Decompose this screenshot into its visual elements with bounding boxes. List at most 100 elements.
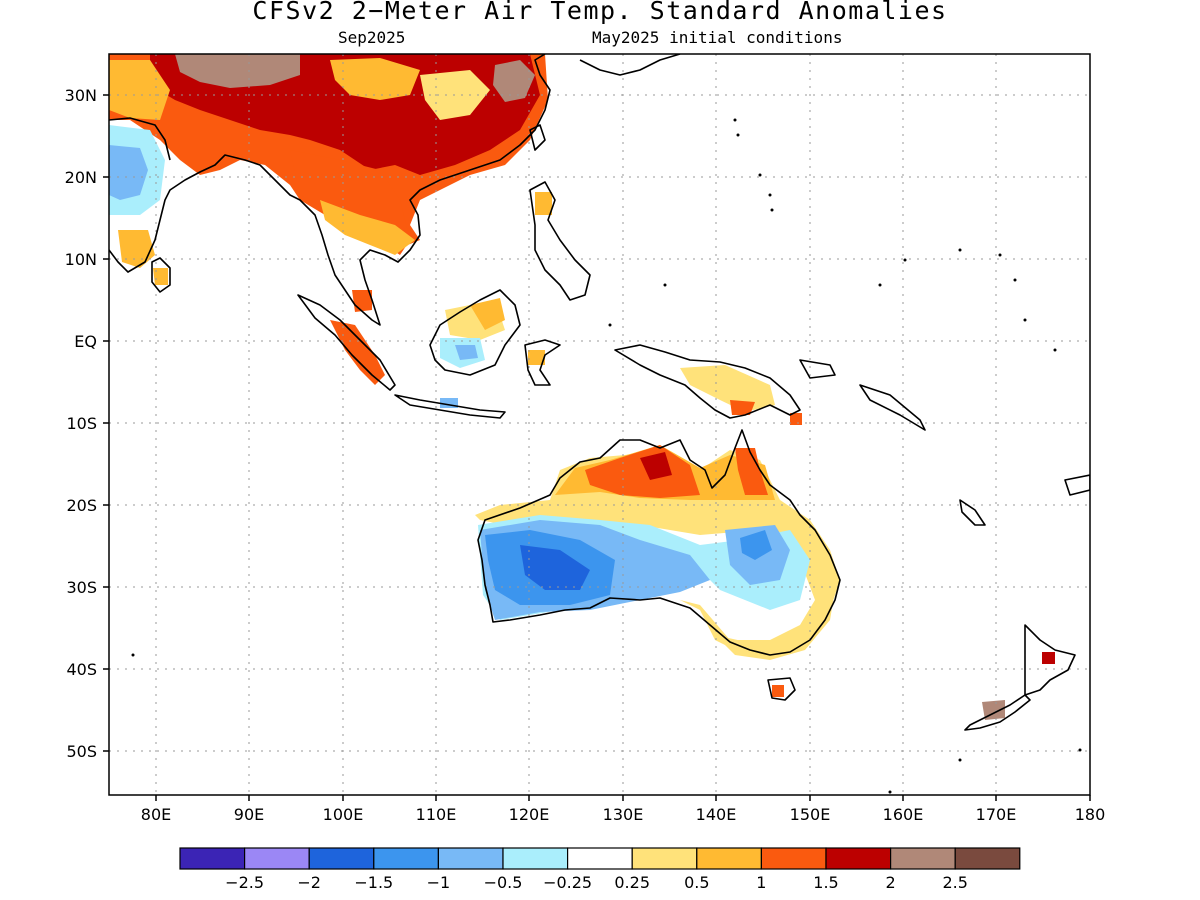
lon-label: 80E (141, 805, 171, 824)
anomaly-india-cool-strong (109, 145, 148, 200)
lon-label: 110E (416, 805, 457, 824)
graticule (109, 54, 1090, 795)
colorbar-swatch (502, 847, 569, 870)
anomaly-australia-north-darkred (640, 452, 672, 480)
colorbar-label: −2 (297, 873, 321, 892)
coast-japan-korea (579, 54, 681, 76)
anomaly-png-east-warm (790, 413, 802, 425)
coast-fiji (1064, 474, 1090, 496)
colorbar-swatch (696, 847, 762, 870)
anomaly-sri-lanka-warm (153, 268, 168, 285)
coast-australia (477, 429, 841, 656)
colorbar-label: 2.5 (942, 873, 967, 892)
lon-label: 120E (509, 805, 550, 824)
anomaly-field (109, 54, 1055, 720)
lat-label: EQ (74, 332, 97, 351)
coast-vanuatu (959, 499, 986, 526)
coast-solomons (859, 384, 926, 431)
lon-label: 170E (976, 805, 1017, 824)
coast-bismarck (799, 359, 836, 379)
anomaly-nz-north-warm (1042, 652, 1055, 664)
anomaly-new-guinea-yellow (680, 365, 775, 412)
coast-nz-south (964, 694, 1031, 731)
colorbar-swatch (760, 847, 827, 870)
colorbar-swatch (631, 847, 698, 870)
anomaly-east-china-brown (493, 60, 535, 102)
initial-conditions: May2025 initial conditions (592, 28, 843, 47)
lon-label: 100E (323, 805, 364, 824)
coast-india (109, 117, 171, 161)
colorbar-label: −1.5 (354, 873, 393, 892)
coast-asia-mainland (109, 54, 551, 326)
anomaly-south-india-warm (118, 230, 155, 268)
coast-taiwan (529, 124, 546, 151)
lat-label: 10S (66, 414, 97, 433)
colorbar-label: −2.5 (225, 873, 264, 892)
lon-label: 160E (883, 805, 924, 824)
colorbar-swatch (825, 847, 892, 870)
lat-label: 30S (66, 578, 97, 597)
anomaly-borneo-cool-strong (455, 345, 478, 360)
coast-tasmania (767, 677, 796, 701)
anomaly-china-light-orange (330, 58, 420, 100)
colorbar: −2.5 −2 −1.5 −1 −0.5 −0.25 0.25 0.5 1 1.5 2 2.5 (179, 847, 1021, 892)
colorbar-label: 0.5 (684, 873, 709, 892)
anomaly-sumatra-warm (330, 320, 385, 385)
lon-label: 130E (603, 805, 644, 824)
lon-label: 140E (696, 805, 737, 824)
anomaly-tibet-yellow (420, 70, 490, 120)
lat-label: 20S (66, 496, 97, 515)
coast-philippines (529, 181, 591, 301)
colorbar-label: 1.5 (813, 873, 838, 892)
lon-label: 90E (234, 805, 264, 824)
coast-nz-north (1024, 624, 1076, 696)
colorbar-swatch (437, 847, 504, 870)
colorbar-label: −0.25 (543, 873, 592, 892)
anomaly-australia-north-red (585, 445, 700, 498)
lon-label: 180 (1075, 805, 1106, 824)
latitude-axis: 30N 20N 10N EQ 10S 20S 30S 40S 50S (65, 86, 109, 761)
anomaly-nz-south-brown (982, 700, 1005, 720)
colorbar-swatch (244, 847, 310, 870)
anomaly-cape-york-orange (735, 448, 768, 495)
anomaly-australia-cool-strongest (520, 545, 590, 590)
colorbar-swatch (954, 847, 1021, 870)
colorbar-swatch (308, 847, 375, 870)
forecast-month: Sep2025 (338, 28, 406, 47)
coast-new-guinea (614, 344, 801, 419)
colorbar-label: −1 (427, 873, 451, 892)
colorbar-label: 0.25 (614, 873, 650, 892)
anomaly-indochina-yellow (320, 200, 415, 255)
anomaly-sulawesi-warm (528, 350, 545, 365)
anomaly-tibet-brown (175, 54, 300, 88)
coast-borneo (429, 289, 521, 376)
colorbar-label: 1 (756, 873, 766, 892)
colorbar-label: −0.5 (484, 873, 523, 892)
lon-label: 150E (790, 805, 831, 824)
colorbar-swatch (566, 847, 633, 870)
coast-sumatra (297, 294, 396, 391)
lat-label: 10N (65, 250, 97, 269)
lat-label: 20N (65, 168, 97, 187)
anomaly-borneo-orange (470, 298, 505, 330)
colorbar-swatch (179, 847, 246, 870)
anomaly-new-guinea-orange (730, 400, 755, 415)
coast-sulawesi (524, 339, 561, 386)
island-dots (131, 118, 1082, 794)
lat-label: 50S (66, 742, 97, 761)
longitude-axis: 80E 90E 100E 110E 120E 130E 140E 150E 160E 170E 18… (141, 795, 1106, 824)
colorbar-swatch (889, 847, 956, 870)
map-title: CFSv2 2−Meter Air Temp. Standard Anomali… (252, 0, 948, 25)
anomaly-queensland-cool-strong (740, 530, 772, 560)
lat-label: 30N (65, 86, 97, 105)
plot-frame (108, 53, 1091, 796)
anomaly-tasmania-warm (772, 685, 784, 697)
colorbar-swatch (373, 847, 439, 870)
colorbar-label: 2 (886, 873, 896, 892)
coast-sri-lanka (151, 257, 171, 293)
anomaly-philippines-warm (535, 192, 552, 215)
coastlines (109, 54, 1090, 731)
coast-java (394, 394, 506, 419)
lat-label: 40S (66, 660, 97, 679)
